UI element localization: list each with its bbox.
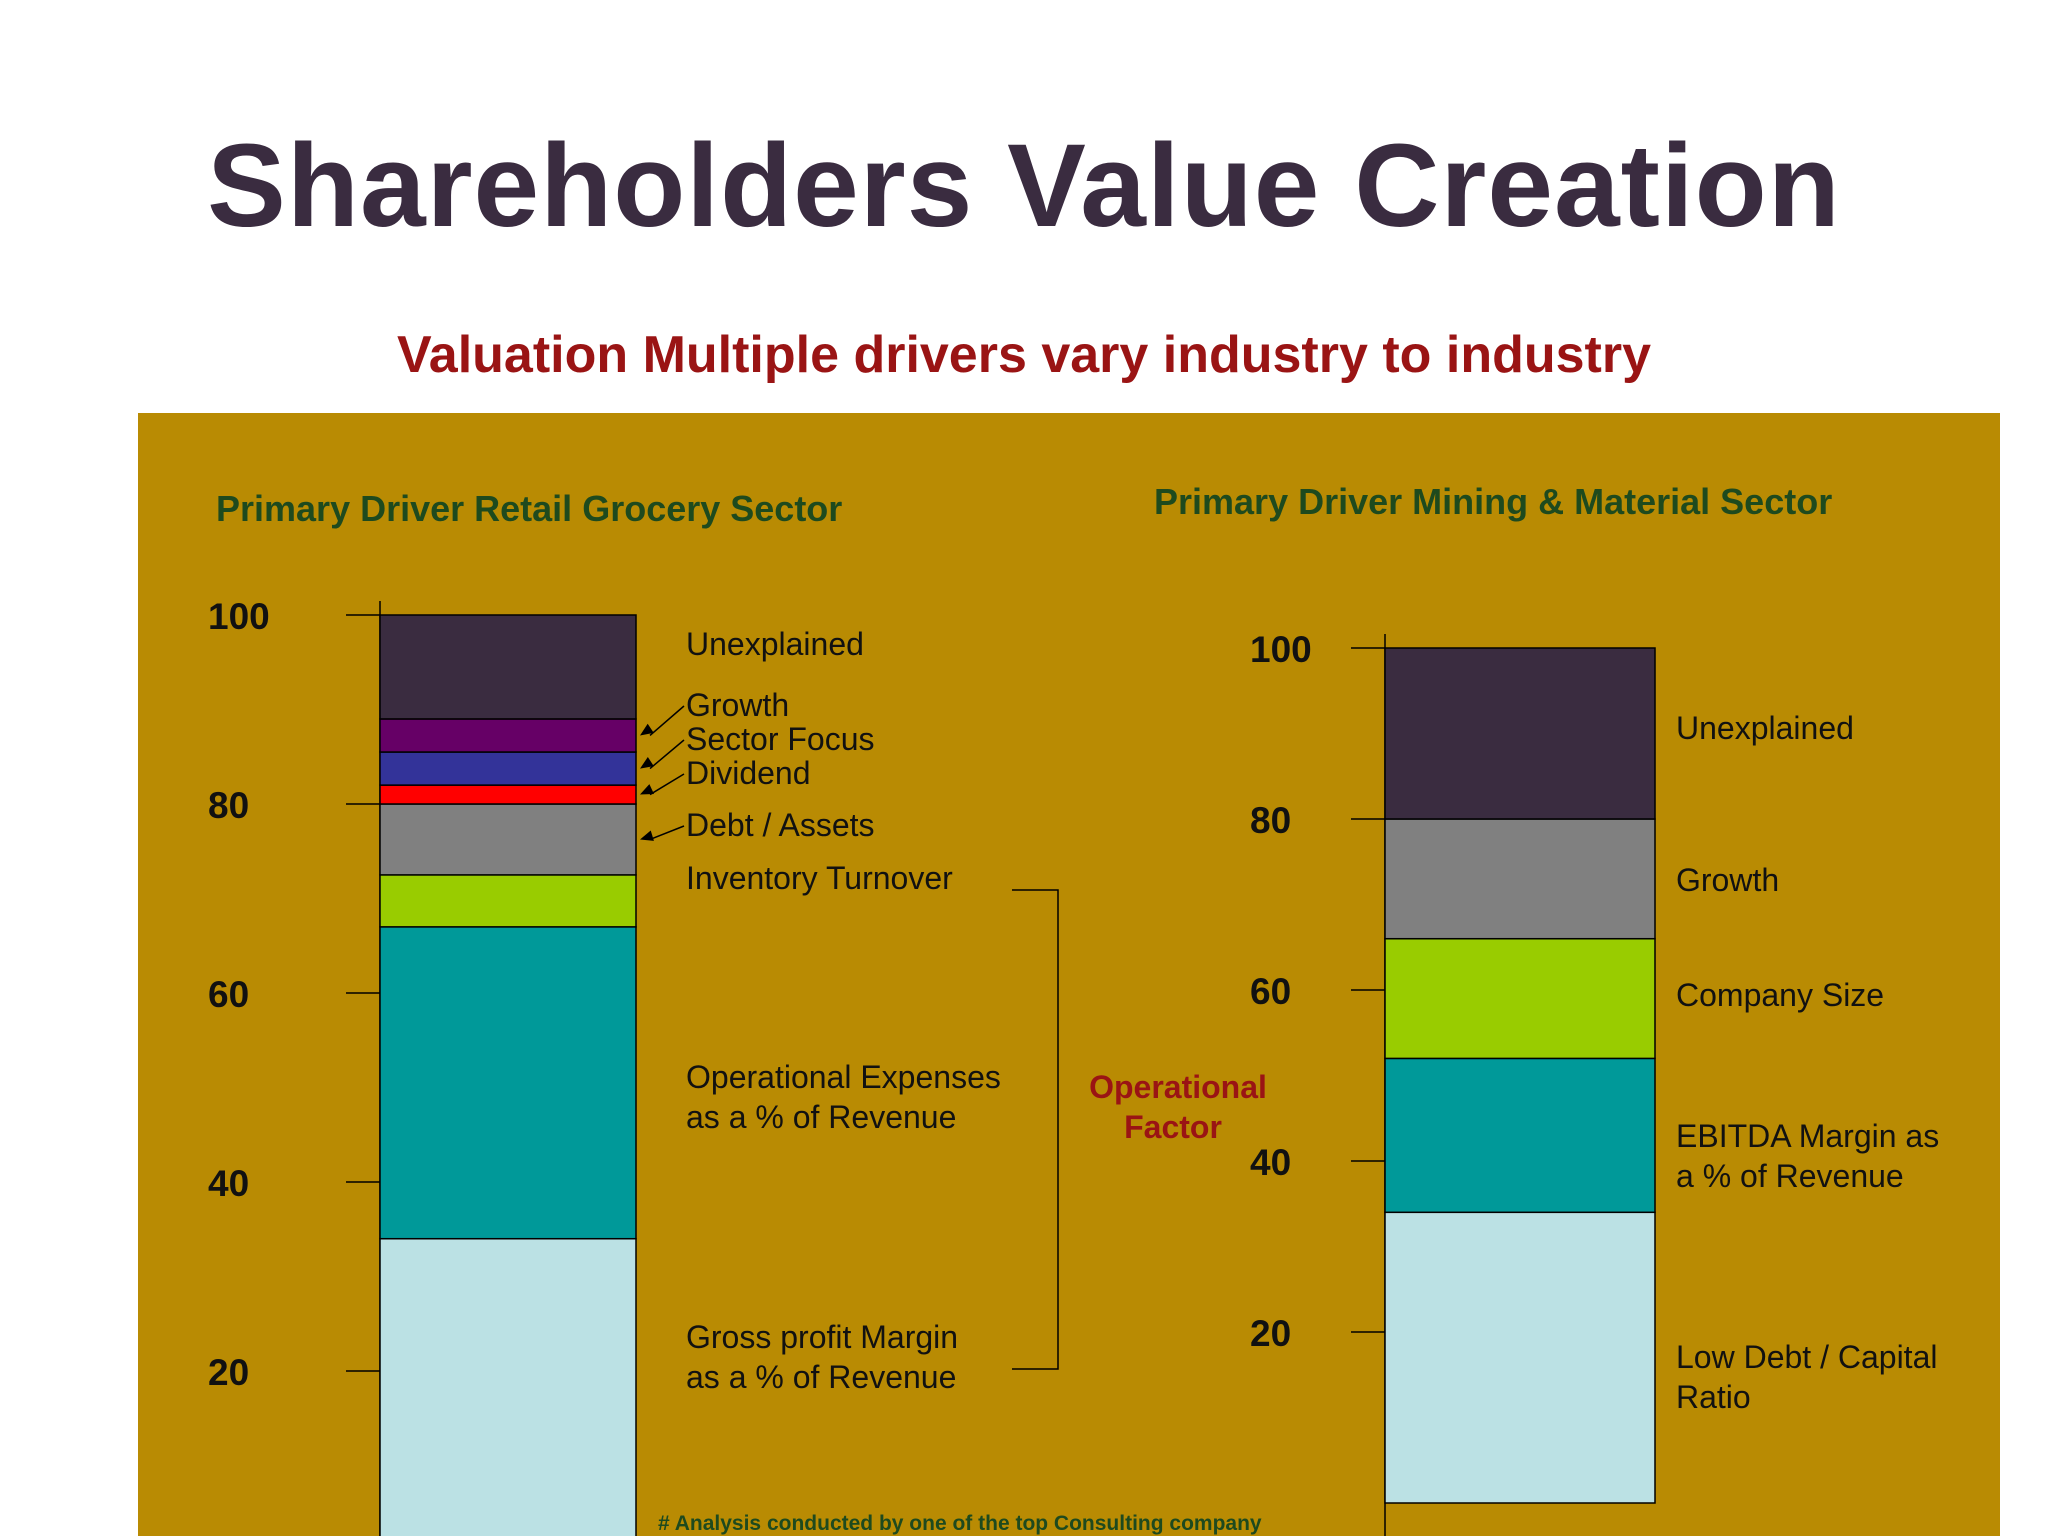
retail-tick-label-80: 80 (208, 785, 249, 826)
retail-tick-label-100: 100 (208, 596, 270, 637)
retail-label-unexplained: Unexplained (686, 626, 864, 662)
retail-label-inventory-turnover: Inventory Turnover (686, 860, 953, 896)
retail-arrow-dividend (649, 773, 685, 796)
mining-segment-growth (1384, 818, 1656, 940)
retail-label-gross-profit-margin-as-a-of-revenue: Gross profit Margin as a % of Revenue (686, 1319, 958, 1395)
mining-label-unexplained: Unexplained (1676, 710, 1854, 746)
retail-arrow-debt-assets (649, 825, 685, 841)
mining-segment-ebitda-margin-as-a-of-revenue (1384, 1057, 1656, 1214)
retail-arrow-growth (649, 705, 685, 737)
mining-tick-label-20: 20 (1250, 1313, 1291, 1354)
mining-label-ebitda-margin-as-a-of-revenue: EBITDA Margin as a % of Revenue (1676, 1118, 1939, 1194)
mining-tick-label-60: 60 (1250, 971, 1291, 1012)
retail-chart-title: Primary Driver Retail Grocery Sector (216, 488, 842, 529)
mining-segment-unexplained (1384, 647, 1656, 820)
retail-label-sector-focus: Sector Focus (686, 721, 875, 757)
retail-segment-gross-profit-margin-as-a-of-revenue (379, 1237, 637, 1536)
retail-label-operational-expenses-as-a-of-revenue: Operational Expenses as a % of Revenue (686, 1059, 1001, 1135)
retail-tick-label-20: 20 (208, 1352, 249, 1393)
retail-arrowhead-dividend (640, 784, 654, 795)
retail-tick-label-60: 60 (208, 974, 249, 1015)
retail-segment-growth (379, 718, 637, 753)
operational-factor-bracket: Operational Factor (1012, 889, 1267, 1370)
mining-label-growth: Growth (1676, 862, 1779, 898)
retail-segment-sector-focus (379, 751, 637, 786)
retail-arrow-sector-focus (649, 739, 685, 770)
retail-segment-debt-assets (379, 803, 637, 876)
retail-segment-dividend (379, 784, 637, 805)
mining-tick-label-80: 80 (1250, 800, 1291, 841)
retail-arrowhead-growth (640, 723, 654, 736)
retail-segment-operational-expenses-as-a-of-revenue (379, 926, 637, 1240)
retail-tick-label-40: 40 (208, 1163, 249, 1204)
slide-title: Shareholders Value Creation (207, 120, 1841, 252)
retail-arrowhead-sector-focus (640, 756, 654, 769)
bracket-line (1012, 889, 1059, 1370)
retail-label-growth: Growth (686, 687, 789, 723)
retail-label-debt-assets: Debt / Assets (686, 807, 875, 843)
mining-label-low-debt-capital-ratio: Low Debt / Capital Ratio (1676, 1339, 1937, 1415)
mining-chart: 20 40 60 80 100 Low Debt / Capital Ratio EBITDA… (1250, 629, 1939, 1536)
footnote: # Analysis conducted by one of the top C… (658, 1512, 1262, 1535)
mining-chart-title: Primary Driver Mining & Material Sector (1154, 481, 1832, 522)
retail-segment-unexplained (379, 614, 637, 720)
mining-tick-label-100: 100 (1250, 629, 1312, 670)
mining-segment-low-debt-capital-ratio (1384, 1211, 1656, 1504)
mining-label-company-size: Company Size (1676, 977, 1884, 1013)
operational-factor-label: Operational Factor (1089, 1069, 1267, 1145)
stacked-bar-charts: Primary Driver Retail Grocery Sector 20 4… (138, 413, 2000, 1536)
retail-arrowhead-debt-assets (640, 830, 654, 841)
retail-segment-inventory-turnover (379, 874, 637, 928)
retail-chart: 20 40 60 80 100 Gross profit Margin as a % of … (208, 596, 1001, 1536)
mining-tick-label-40: 40 (1250, 1142, 1291, 1183)
chart-panel: Primary Driver Retail Grocery Sector 20 4… (138, 413, 2000, 1536)
mining-segment-company-size (1384, 937, 1656, 1060)
slide-subtitle: Valuation Multiple drivers vary industry… (396, 326, 1652, 384)
retail-label-dividend: Dividend (686, 755, 811, 791)
